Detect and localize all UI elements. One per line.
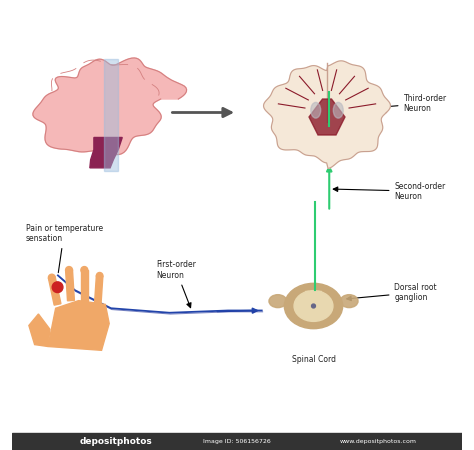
Text: Image ID: 506156726: Image ID: 506156726 xyxy=(203,439,271,444)
Text: Third-order
Neuron: Third-order Neuron xyxy=(347,94,447,113)
Polygon shape xyxy=(264,61,391,168)
Polygon shape xyxy=(309,99,345,135)
Polygon shape xyxy=(48,277,61,305)
Polygon shape xyxy=(48,301,109,350)
Text: Spinal Cord: Spinal Cord xyxy=(292,356,336,364)
Text: Dorsal root
ganglion: Dorsal root ganglion xyxy=(347,283,437,302)
Ellipse shape xyxy=(311,304,315,308)
Polygon shape xyxy=(81,270,88,301)
Text: First-order
Neuron: First-order Neuron xyxy=(156,260,196,308)
Polygon shape xyxy=(94,275,103,305)
Circle shape xyxy=(65,266,73,274)
Ellipse shape xyxy=(294,291,333,321)
Text: Pain or temperature
sensation: Pain or temperature sensation xyxy=(26,224,103,273)
Ellipse shape xyxy=(311,103,321,118)
Ellipse shape xyxy=(333,103,343,118)
Ellipse shape xyxy=(284,284,343,328)
Polygon shape xyxy=(90,137,122,168)
Polygon shape xyxy=(305,292,313,298)
Ellipse shape xyxy=(269,295,287,308)
Circle shape xyxy=(52,282,63,292)
Polygon shape xyxy=(313,292,321,298)
Circle shape xyxy=(81,266,88,274)
Polygon shape xyxy=(29,314,50,346)
Text: depositphotos: depositphotos xyxy=(80,437,152,446)
Bar xyxy=(12,433,462,450)
Polygon shape xyxy=(33,58,187,155)
Text: Second-order
Neuron: Second-order Neuron xyxy=(333,181,446,201)
Circle shape xyxy=(48,274,55,281)
Polygon shape xyxy=(104,58,118,171)
Ellipse shape xyxy=(340,295,358,308)
Polygon shape xyxy=(65,270,74,301)
Text: www.depositphotos.com: www.depositphotos.com xyxy=(340,439,417,444)
Circle shape xyxy=(96,273,103,279)
